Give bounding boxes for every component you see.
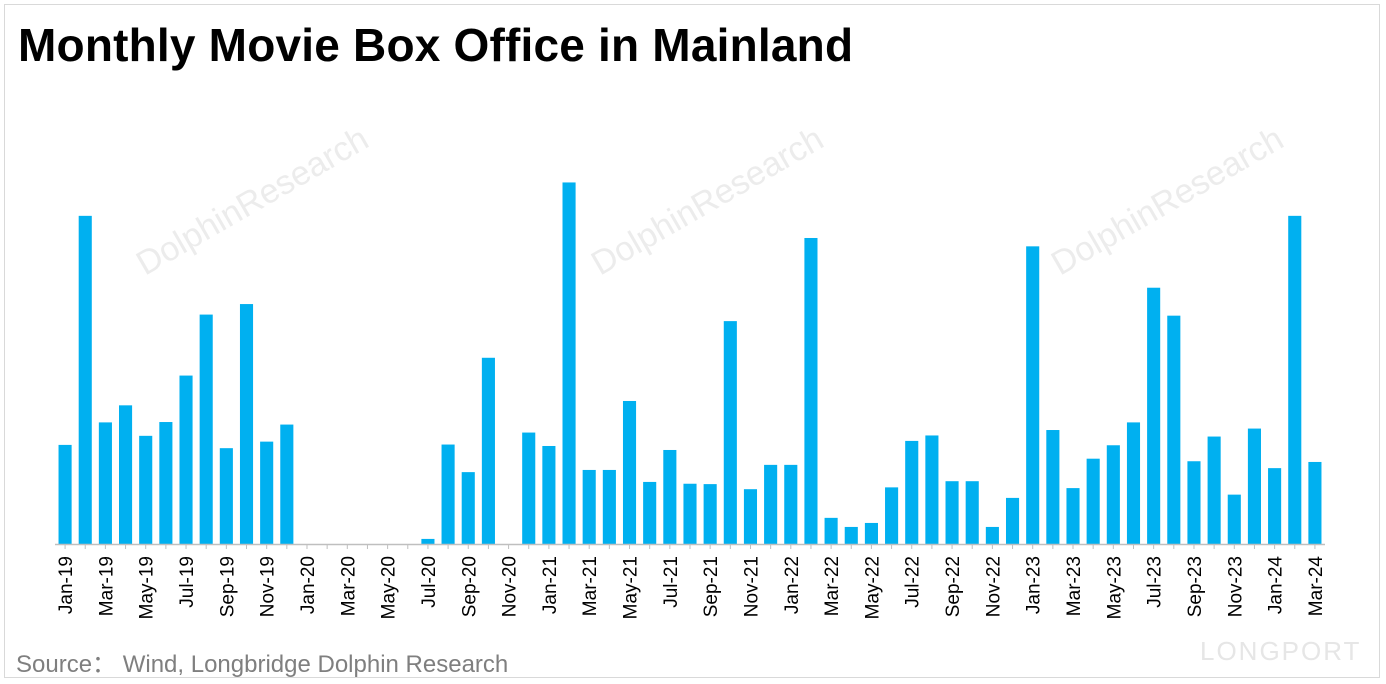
bar-Oct-21: [723, 321, 737, 544]
bar-Jun-21: [643, 481, 657, 544]
bar-May-21: [622, 400, 637, 544]
bar-Mar-22: [824, 517, 838, 544]
x-tick-label: Sep-19: [217, 556, 238, 617]
x-tick-label: May-22: [862, 556, 883, 619]
x-tick-label: Sep-20: [459, 556, 480, 617]
bar-Sep-20: [461, 472, 475, 544]
chart-frame: [4, 4, 1380, 678]
x-tick-label: Mar-24: [1306, 556, 1327, 617]
bar-Dec-20: [522, 432, 536, 544]
x-tick-label: Jul-23: [1145, 556, 1166, 608]
bar-Jan-24: [1268, 468, 1282, 544]
bar-Dec-19: [280, 424, 294, 544]
bar-Feb-22: [804, 237, 818, 545]
x-tick-label: Nov-22: [983, 556, 1004, 617]
x-tick-label: Jul-20: [419, 556, 440, 608]
bar-Mar-23: [1066, 488, 1080, 544]
bar-Jan-21: [542, 445, 556, 544]
bar-Apr-22: [844, 526, 858, 544]
watermark-brand: LONGPORT: [1200, 636, 1362, 666]
bar-Apr-21: [602, 469, 616, 544]
x-tick-label: Jan-22: [782, 556, 803, 614]
x-tick-label: May-20: [379, 556, 400, 619]
bar-Jun-22: [885, 487, 899, 544]
x-tick-label: Sep-22: [943, 556, 964, 617]
bar-Feb-21: [562, 182, 576, 544]
bar-Sep-21: [703, 484, 717, 544]
bar-Nov-19: [260, 441, 274, 544]
bar-Apr-23: [1086, 458, 1100, 544]
bar-Jun-23: [1126, 422, 1141, 544]
x-tick-label: Jan-19: [56, 556, 77, 614]
x-tick-label: Mar-21: [580, 556, 601, 616]
x-tick-label: Nov-21: [741, 556, 762, 617]
bar-Nov-22: [985, 526, 999, 544]
x-tick-label: Mar-19: [96, 556, 117, 616]
bar-Dec-21: [764, 464, 778, 544]
bar-Jul-21: [663, 449, 677, 544]
bar-Oct-23: [1207, 436, 1221, 544]
x-tick-label: Nov-20: [500, 556, 521, 617]
bar-Feb-23: [1046, 430, 1060, 544]
bar-Nov-21: [743, 489, 758, 544]
x-tick-label: Jul-19: [177, 556, 198, 608]
bar-Jan-23: [1026, 246, 1040, 544]
bar-Mar-24: [1308, 461, 1322, 544]
bar-Jan-22: [784, 464, 798, 544]
x-tick-label: Nov-23: [1225, 556, 1246, 617]
bar-Jan-19: [58, 444, 72, 544]
x-tick-label: Mar-22: [822, 556, 843, 616]
x-tick-label: Jan-23: [1024, 556, 1045, 614]
x-tick-label: Jul-21: [661, 556, 682, 608]
bar-Aug-21: [683, 483, 697, 544]
x-tick-label: May-21: [621, 556, 642, 619]
bar-Mar-19: [98, 422, 112, 544]
bar-Feb-24: [1288, 215, 1302, 544]
bar-Jul-23: [1147, 287, 1161, 544]
x-tick-label: Jan-24: [1266, 556, 1287, 615]
x-tick-label: May-23: [1104, 556, 1125, 619]
bar-Sep-19: [219, 448, 233, 544]
chart-title: Monthly Movie Box Office in Mainland: [18, 19, 854, 71]
x-tick-label: Mar-20: [338, 556, 359, 616]
bar-Dec-22: [1005, 497, 1020, 544]
bar-Jul-20: [421, 538, 435, 544]
bar-Oct-20: [481, 357, 495, 544]
bar-Sep-23: [1187, 461, 1201, 544]
bar-Oct-22: [965, 481, 979, 544]
x-tick-label: Jan-21: [540, 556, 561, 614]
bar-May-22: [864, 522, 878, 544]
bar-Jun-19: [159, 422, 173, 544]
x-tick-label: May-19: [137, 556, 158, 619]
bar-Apr-19: [119, 405, 133, 544]
bar-Dec-23: [1247, 428, 1261, 544]
x-tick-label: Jan-20: [298, 556, 319, 614]
bar-Nov-23: [1227, 494, 1241, 544]
bar-Feb-19: [78, 215, 92, 544]
x-tick-label: Sep-23: [1185, 556, 1206, 617]
bar-Jul-22: [905, 440, 919, 544]
bar-Jul-19: [179, 375, 193, 544]
x-tick-label: Jul-22: [903, 556, 924, 608]
bar-Oct-19: [239, 304, 254, 544]
bar-Aug-19: [199, 314, 213, 544]
bar-Aug-22: [925, 435, 939, 544]
bar-Mar-21: [582, 469, 596, 544]
x-tick-label: Mar-23: [1064, 556, 1085, 616]
x-tick-label: Sep-21: [701, 556, 722, 617]
bar-Aug-23: [1167, 315, 1181, 544]
bar-May-23: [1106, 445, 1120, 544]
bar-May-19: [139, 435, 153, 544]
source-note: Source： Wind, Longbridge Dolphin Researc…: [16, 651, 509, 678]
bar-Aug-20: [441, 444, 455, 544]
x-tick-label: Nov-19: [258, 556, 279, 617]
bar-Sep-22: [945, 481, 959, 544]
